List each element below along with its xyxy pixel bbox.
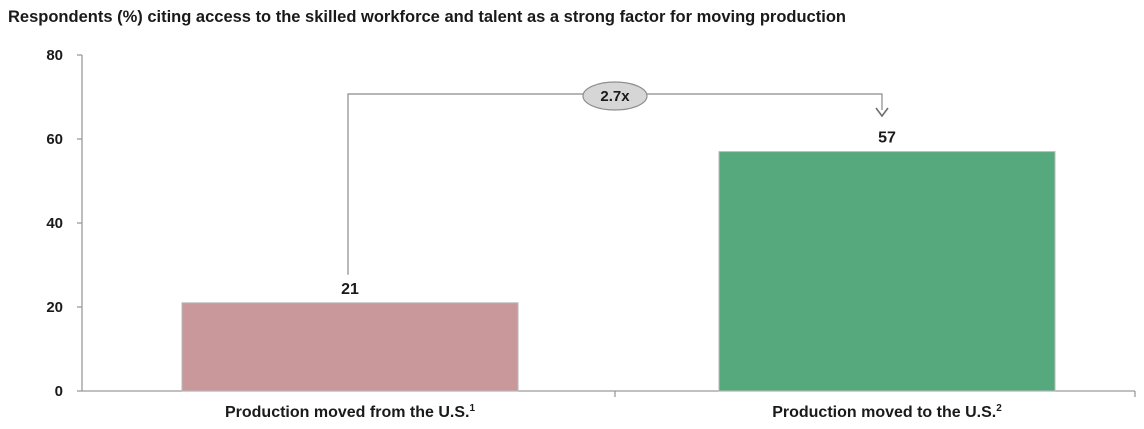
chart-title: Respondents (%) citing access to the ski… [8, 8, 846, 26]
category-label-1: Production moved from the U.S.1 [225, 403, 475, 421]
bar-1 [181, 302, 519, 392]
footnote-marker: 2 [996, 403, 1002, 414]
arrow-head-icon [875, 107, 889, 118]
y-tick-label: 0 [55, 383, 63, 400]
y-tick-label: 80 [46, 47, 63, 64]
bar-2 [718, 151, 1056, 392]
y-tick-label: 40 [46, 215, 63, 232]
category-label-2: Production moved to the U.S.2 [772, 403, 1002, 421]
y-tick-label: 60 [46, 131, 63, 148]
ratio-label: 2.7x [600, 88, 630, 105]
data-label-1: 21 [341, 281, 359, 298]
ratio-bubble [582, 81, 648, 111]
footnote-marker: 1 [469, 403, 475, 414]
data-label-2: 57 [878, 130, 896, 147]
y-tick-label: 20 [46, 299, 63, 316]
